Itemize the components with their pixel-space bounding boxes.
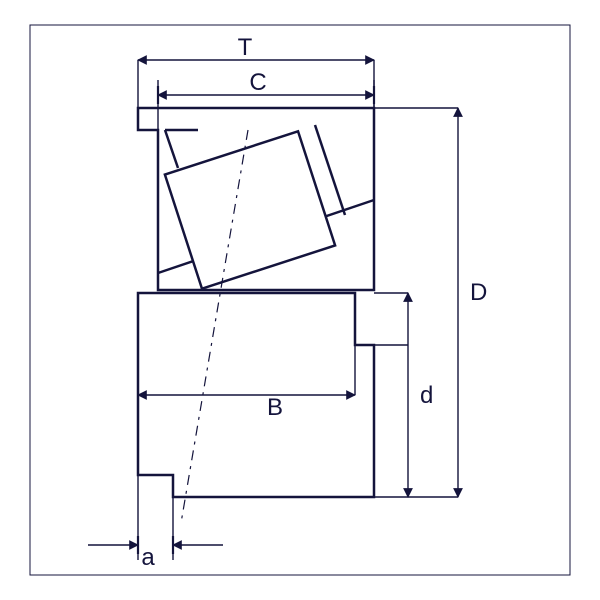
dim-T-label: T [238, 34, 253, 61]
dim-D-label: D [470, 279, 487, 306]
dim-B-label: B [267, 394, 283, 421]
bearing-geometry [138, 108, 374, 523]
dim-C-label: C [249, 69, 266, 96]
diagram-container: TC Ba Dd [0, 0, 600, 600]
dim-d-label: d [420, 382, 433, 409]
dim-a-label: a [141, 544, 155, 571]
bearing-diagram-svg: TC Ba Dd [0, 0, 600, 600]
